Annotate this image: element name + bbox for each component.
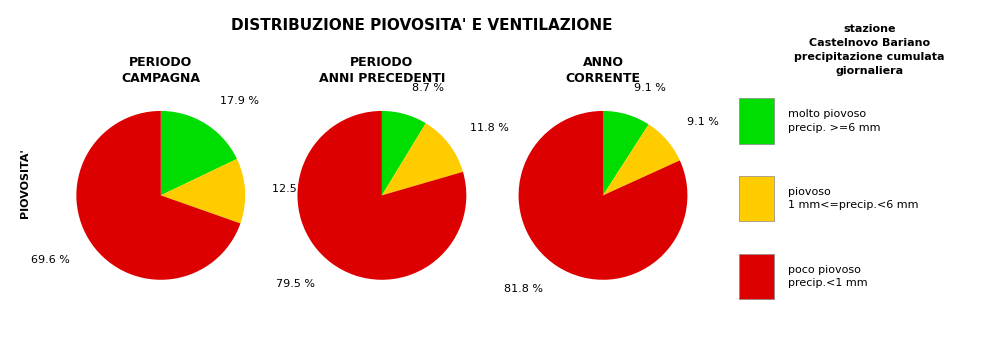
- Wedge shape: [76, 111, 240, 280]
- Wedge shape: [519, 111, 687, 280]
- Bar: [739, 254, 775, 299]
- Wedge shape: [603, 111, 648, 195]
- Wedge shape: [603, 124, 679, 195]
- Text: PIOVOSITA': PIOVOSITA': [20, 148, 30, 218]
- Text: poco piovoso
precip.<1 mm: poco piovoso precip.<1 mm: [788, 265, 867, 288]
- Text: DISTRIBUZIONE PIOVOSITA' E VENTILAZIONE: DISTRIBUZIONE PIOVOSITA' E VENTILAZIONE: [231, 18, 613, 33]
- Text: 9.1 %: 9.1 %: [687, 118, 720, 127]
- Wedge shape: [161, 111, 237, 195]
- Text: stazione
Castelnovo Bariano
precipitazione cumulata
giornaliera: stazione Castelnovo Bariano precipitazio…: [794, 24, 945, 76]
- Wedge shape: [161, 159, 245, 224]
- Text: 81.8 %: 81.8 %: [504, 284, 543, 294]
- Bar: [739, 98, 775, 144]
- Text: 17.9 %: 17.9 %: [220, 96, 259, 106]
- Text: 69.6 %: 69.6 %: [31, 255, 69, 265]
- Text: 11.8 %: 11.8 %: [470, 122, 510, 133]
- Wedge shape: [382, 123, 463, 195]
- Text: piovoso
1 mm<=precip.<6 mm: piovoso 1 mm<=precip.<6 mm: [788, 187, 919, 210]
- Wedge shape: [382, 111, 426, 195]
- Bar: [739, 176, 775, 221]
- Text: 12.5 %: 12.5 %: [272, 184, 311, 194]
- Text: 8.7 %: 8.7 %: [412, 83, 444, 93]
- Title: ANNO
CORRENTE: ANNO CORRENTE: [566, 56, 640, 84]
- Title: PERIODO
CAMPAGNA: PERIODO CAMPAGNA: [122, 56, 200, 84]
- Text: 9.1 %: 9.1 %: [634, 83, 666, 93]
- Wedge shape: [297, 111, 466, 280]
- Title: PERIODO
ANNI PRECEDENTI: PERIODO ANNI PRECEDENTI: [319, 56, 445, 84]
- Text: molto piovoso
precip. >=6 mm: molto piovoso precip. >=6 mm: [788, 109, 880, 133]
- Text: 79.5 %: 79.5 %: [276, 279, 315, 289]
